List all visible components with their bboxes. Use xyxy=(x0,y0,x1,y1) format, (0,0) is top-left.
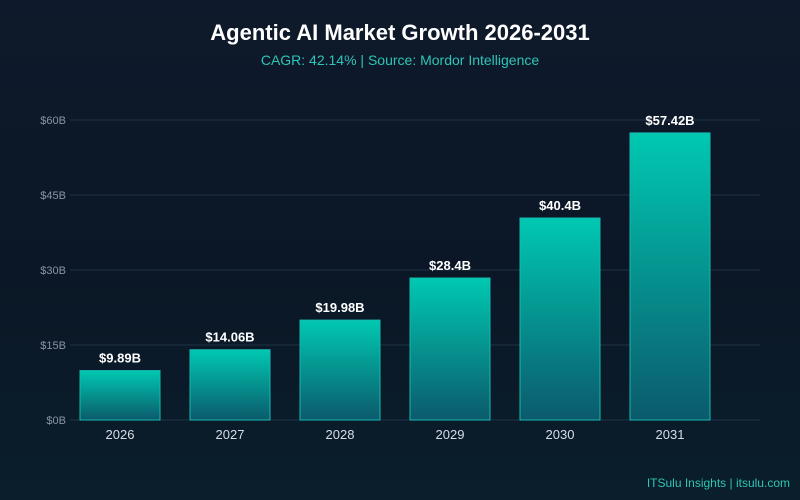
chart-subtitle: CAGR: 42.14% | Source: Mordor Intelligen… xyxy=(260,52,540,68)
data-label: $40.4B xyxy=(539,198,581,213)
data-label: $14.06B xyxy=(205,330,254,345)
x-tick-label: 2027 xyxy=(216,427,245,442)
y-axis-ticks: $0B $15B $30B $45B $60B xyxy=(40,115,66,427)
bar xyxy=(519,217,601,421)
data-labels: $9.89B $14.06B $19.98B $28.4B $40.4B $57.42B xyxy=(99,113,695,366)
chart-title: Agentic AI Market Growth 2026-2031 xyxy=(210,20,590,45)
y-tick-label: $45B xyxy=(40,190,66,202)
bar xyxy=(299,319,381,421)
bar xyxy=(409,277,491,421)
x-tick-label: 2030 xyxy=(546,427,575,442)
x-tick-label: 2028 xyxy=(326,427,355,442)
bar xyxy=(629,132,711,421)
bars xyxy=(79,132,711,421)
y-tick-label: $15B xyxy=(40,340,66,352)
y-tick-label: $30B xyxy=(40,265,66,277)
x-tick-label: 2029 xyxy=(436,427,465,442)
y-tick-label: $60B xyxy=(40,115,66,127)
bar xyxy=(79,370,161,421)
bar xyxy=(189,349,271,421)
x-axis-ticks: 2026 2027 2028 2029 2030 2031 xyxy=(106,427,685,442)
y-tick-label: $0B xyxy=(46,415,66,427)
x-tick-label: 2031 xyxy=(656,427,685,442)
x-tick-label: 2026 xyxy=(106,427,135,442)
data-label: $28.4B xyxy=(429,258,471,273)
data-label: $57.42B xyxy=(645,113,694,128)
data-label: $9.89B xyxy=(99,351,141,366)
footer-credit: ITSulu Insights | itsulu.com xyxy=(646,476,790,490)
data-label: $19.98B xyxy=(315,300,364,315)
